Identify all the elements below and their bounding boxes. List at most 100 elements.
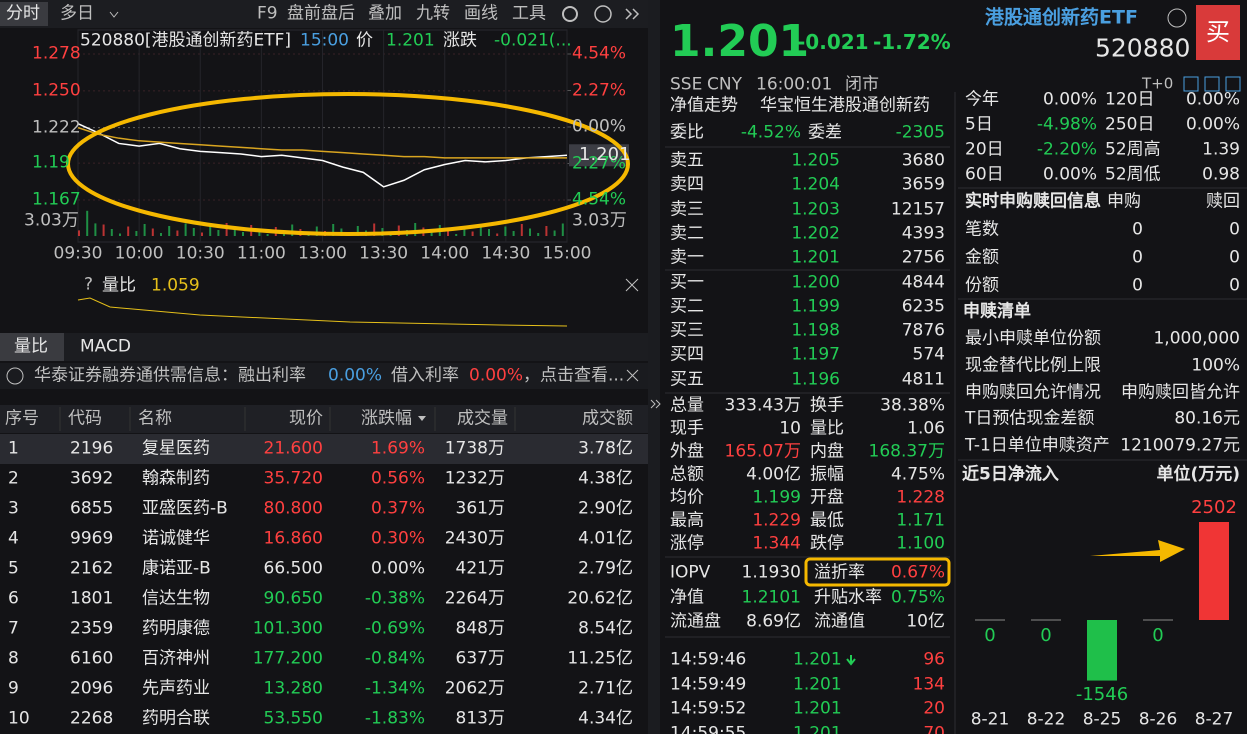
toolbar-item[interactable]: F9 [257, 3, 278, 24]
column-header[interactable]: 成交额 [582, 408, 633, 429]
toolbar-item[interactable]: 盘前盘后 [287, 3, 355, 24]
book-price: 1.204 [791, 174, 840, 195]
chart-title: 近5日净流入 [962, 464, 1059, 485]
book-label: 卖三 [670, 199, 704, 220]
value: 1.100 [896, 533, 945, 554]
trade-price: 1.201 [793, 698, 842, 719]
toolbar-item[interactable]: 工具 [512, 3, 546, 24]
label: 250日 [1105, 114, 1155, 135]
security-code: 520880 [1095, 33, 1191, 63]
toolbar-item[interactable]: 九转 [416, 3, 450, 24]
toolbar-item[interactable]: 叠加 [368, 3, 402, 24]
value-label: 0 [984, 625, 996, 646]
table-cell[interactable]: 康诺亚-B [142, 558, 211, 579]
table-cell[interactable]: 先声药业 [142, 678, 210, 699]
column-header[interactable]: 成交量 [457, 408, 508, 429]
book-volume: 4393 [901, 223, 945, 244]
table-cell: 2430万 [444, 528, 505, 549]
volume-bar [119, 233, 121, 236]
label: 换手 [810, 395, 844, 416]
column-header[interactable]: 序号 [5, 408, 39, 429]
label: 120日 [1105, 89, 1155, 110]
volume-bar [414, 223, 417, 236]
toolbar-bg [0, 0, 648, 28]
tab[interactable]: 多日 [60, 3, 94, 24]
label: 今年 [965, 89, 999, 110]
trade-price: 1.201 [793, 674, 842, 694]
buy-button-label[interactable]: 买 [1206, 18, 1230, 46]
volume-bar [225, 223, 228, 236]
tab[interactable]: 量比 [14, 336, 48, 357]
table-cell: 4.01亿 [578, 528, 633, 549]
book-price: 1.197 [791, 344, 840, 365]
nav-link[interactable]: 净值走势 [670, 95, 738, 116]
volume-label: 3.03万 [572, 210, 627, 231]
value: 0.00% [1185, 89, 1240, 110]
label: 委差 [808, 122, 842, 143]
table-cell: 90.650 [263, 588, 323, 609]
annotation-ellipse [66, 92, 630, 236]
table-cell: 2268 [70, 708, 114, 729]
book-volume: 7876 [901, 320, 945, 341]
table-cell[interactable]: 复星医药 [142, 438, 210, 459]
table-cell[interactable]: 翰森制药 [142, 468, 210, 489]
volume-bar [201, 232, 203, 236]
table-cell: 177.200 [252, 648, 323, 669]
volume-bar [496, 233, 499, 236]
buy-button[interactable] [1196, 5, 1240, 60]
tab[interactable]: MACD [80, 336, 131, 357]
table-cell: 2.79亿 [578, 558, 633, 579]
table-cell: 8.54亿 [578, 618, 633, 639]
table-cell[interactable]: 百济神州 [142, 648, 210, 669]
table-cell: 4.38亿 [578, 468, 633, 489]
value: -2305 [895, 122, 945, 143]
column-header[interactable]: 现价 [289, 408, 323, 429]
table-cell: 2196 [70, 438, 114, 459]
volume-bar [291, 224, 294, 236]
value: 0.00% [1185, 114, 1240, 135]
volume-bar [397, 225, 400, 236]
toolbar-item[interactable]: 画线 [464, 3, 498, 24]
volume-bar [110, 229, 113, 236]
value: 0.00% [1042, 164, 1097, 185]
table-cell[interactable]: 药明合联 [142, 708, 210, 729]
y2-tick-label: 4.54% [572, 43, 627, 64]
value: 4.75% [890, 464, 945, 485]
active-tab-bg [0, 2, 48, 26]
book-label: 卖二 [670, 223, 704, 244]
column-header[interactable]: 涨跌幅 [361, 408, 412, 429]
table-cell[interactable]: 亚盛医药-B [142, 498, 228, 519]
value: 1,000,000 [1153, 328, 1240, 349]
value: -4.98% [1036, 114, 1097, 135]
x-tick-label: 09:30 [53, 243, 103, 264]
column-header[interactable]: 名称 [138, 408, 172, 429]
volume-bar [537, 233, 540, 236]
volume-bar [78, 230, 80, 236]
tab[interactable]: 分时 [6, 3, 40, 24]
value-label: 0 [1152, 625, 1164, 646]
book-price: 1.198 [791, 320, 840, 341]
section-title: 申赎清单 [963, 301, 1031, 322]
x-tick-label: 15:00 [542, 243, 592, 264]
column-header[interactable]: 代码 [68, 408, 102, 429]
volume-bar [332, 224, 335, 236]
label: 金额 [965, 247, 999, 268]
time: 15:00 [300, 30, 349, 51]
table-cell: 80.800 [263, 498, 323, 519]
label: 委比 [670, 122, 704, 143]
x-tick-label: 11:00 [236, 243, 286, 264]
volume-bar [373, 223, 376, 236]
table-cell[interactable]: 信达生物 [142, 588, 210, 609]
volume-bar [479, 224, 482, 236]
table-cell[interactable]: 诺诚健华 [142, 528, 210, 549]
y2-tick-label: 0.00% [572, 116, 627, 137]
table-cell: 10 [8, 708, 30, 729]
value: 0 [1229, 219, 1240, 240]
label: 总额 [670, 464, 704, 485]
table-cell: 20.62亿 [567, 588, 633, 609]
label: 52周低 [1105, 164, 1161, 185]
table-cell[interactable]: 药明康德 [142, 618, 210, 639]
volume-bar [233, 227, 236, 236]
trade-volume: 70 [923, 723, 945, 734]
